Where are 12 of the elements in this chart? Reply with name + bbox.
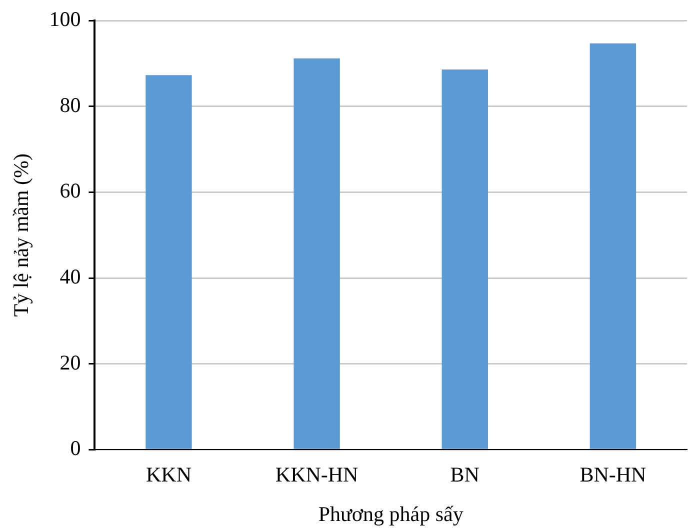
x-tick-label: BN-HN	[580, 462, 646, 487]
y-tick-label: 100	[49, 7, 81, 32]
y-axis-title: Tỷ lệ nảy mầm (%)	[9, 153, 34, 317]
y-tick-label: 40	[60, 264, 81, 289]
y-tick-label: 60	[60, 178, 81, 203]
y-tick-label: 80	[60, 92, 81, 117]
x-tick-label: BN	[450, 462, 480, 487]
y-tick-label: 0	[70, 436, 81, 460]
x-axis-title: Phương pháp sấy	[318, 502, 464, 526]
y-tick-label: 20	[60, 350, 81, 374]
x-tick-label: KKN-HN	[275, 462, 358, 487]
x-tick-label: KKN	[146, 462, 192, 487]
